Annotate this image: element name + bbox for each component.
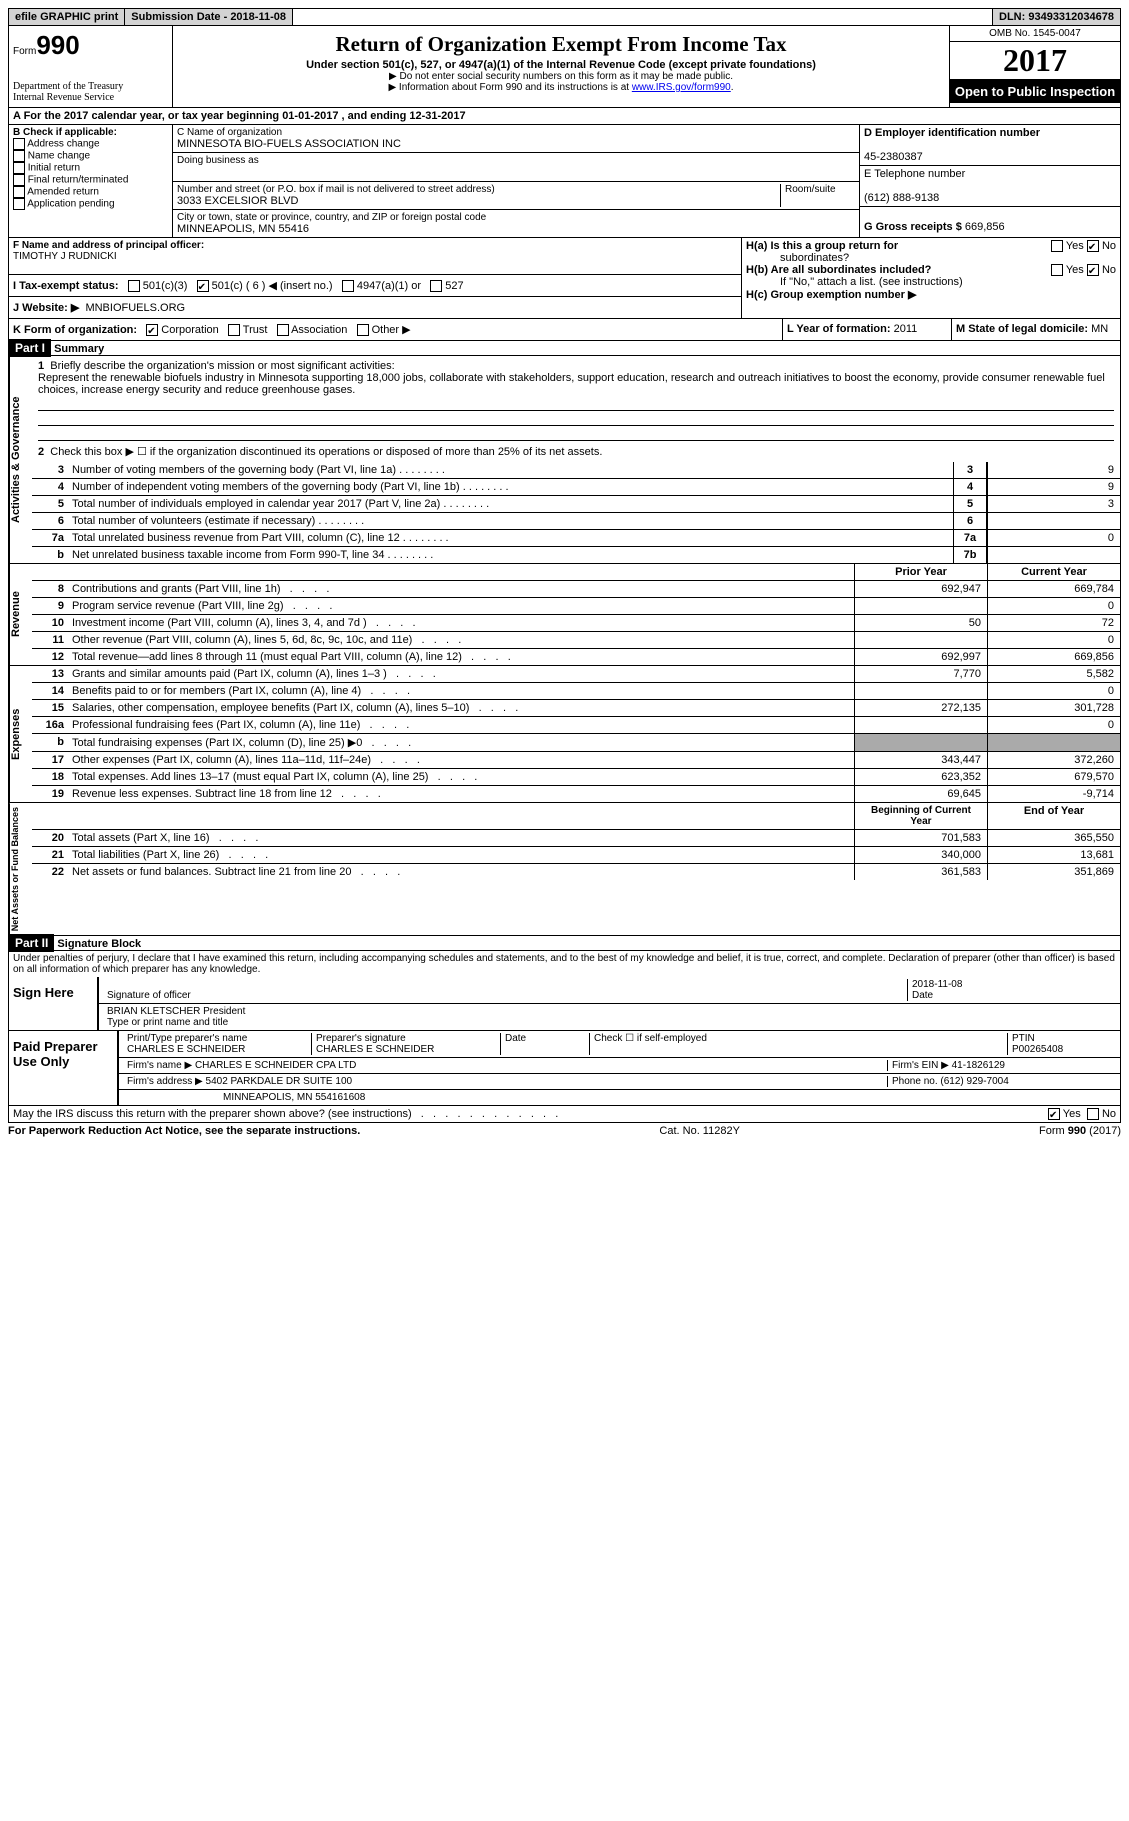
header-right: OMB No. 1545-0047 2017 Open to Public In… [950, 26, 1120, 107]
table-row: 3 Number of voting members of the govern… [32, 462, 1120, 479]
form-header: Form990 Department of the Treasury Inter… [8, 26, 1121, 108]
org-info: B Check if applicable: Address change Na… [8, 125, 1121, 238]
table-row: 8 Contributions and grants (Part VIII, l… [32, 581, 1120, 598]
discuss-row: May the IRS discuss this return with the… [8, 1106, 1121, 1123]
section-klm: K Form of organization: Corporation Trus… [8, 319, 1121, 341]
table-row: 6 Total number of volunteers (estimate i… [32, 513, 1120, 530]
revenue-section: Revenue Prior Year Current Year 8 Contri… [8, 564, 1121, 666]
table-row: 15 Salaries, other compensation, employe… [32, 700, 1120, 717]
sign-here: Sign Here Signature of officer 2018-11-0… [8, 977, 1121, 1031]
submission-date: Submission Date - 2018-11-08 [125, 9, 293, 25]
table-row: b Total fundraising expenses (Part IX, c… [32, 734, 1120, 752]
table-row: 16a Professional fundraising fees (Part … [32, 717, 1120, 734]
footer: For Paperwork Reduction Act Notice, see … [8, 1123, 1121, 1139]
paid-preparer: Paid Preparer Use Only Print/Type prepar… [8, 1031, 1121, 1106]
table-row: 19 Revenue less expenses. Subtract line … [32, 786, 1120, 802]
top-bar: efile GRAPHIC print Submission Date - 20… [8, 8, 1121, 26]
balances-section: Net Assets or Fund Balances Beginning of… [8, 803, 1121, 936]
table-row: 13 Grants and similar amounts paid (Part… [32, 666, 1120, 683]
table-row: 14 Benefits paid to or for members (Part… [32, 683, 1120, 700]
part-ii-header: Part II Signature Block [8, 936, 1121, 951]
section-d: D Employer identification number45-23803… [859, 125, 1120, 237]
vert-label-balances: Net Assets or Fund Balances [9, 803, 32, 935]
header-left: Form990 Department of the Treasury Inter… [9, 26, 173, 107]
table-row: 4 Number of independent voting members o… [32, 479, 1120, 496]
table-row: 11 Other revenue (Part VIII, column (A),… [32, 632, 1120, 649]
section-b: B Check if applicable: Address change Na… [9, 125, 173, 237]
form-title: Return of Organization Exempt From Incom… [177, 32, 945, 57]
dln: DLN: 93493312034678 [993, 9, 1120, 25]
table-row: 5 Total number of individuals employed i… [32, 496, 1120, 513]
table-row: 17 Other expenses (Part IX, column (A), … [32, 752, 1120, 769]
expenses-section: Expenses 13 Grants and similar amounts p… [8, 666, 1121, 803]
efile-label: efile GRAPHIC print [9, 9, 125, 25]
header-center: Return of Organization Exempt From Incom… [173, 26, 950, 107]
table-row: 18 Total expenses. Add lines 13–17 (must… [32, 769, 1120, 786]
table-row: 21 Total liabilities (Part X, line 26) .… [32, 847, 1120, 864]
vert-label-expenses: Expenses [9, 666, 32, 802]
table-row: 9 Program service revenue (Part VIII, li… [32, 598, 1120, 615]
table-row: 22 Net assets or fund balances. Subtract… [32, 864, 1120, 880]
section-a: A For the 2017 calendar year, or tax yea… [8, 108, 1121, 125]
governance-section: Activities & Governance 1 Briefly descri… [8, 356, 1121, 564]
officer-status: F Name and address of principal officer:… [8, 238, 1121, 319]
table-row: 7a Total unrelated business revenue from… [32, 530, 1120, 547]
table-row: 12 Total revenue—add lines 8 through 11 … [32, 649, 1120, 665]
section-c: C Name of organizationMINNESOTA BIO-FUEL… [173, 125, 859, 237]
irs-link[interactable]: www.IRS.gov/form990 [632, 82, 731, 93]
part-i-header: Part I Summary [8, 341, 1121, 356]
table-row: 20 Total assets (Part X, line 16) . . . … [32, 830, 1120, 847]
table-row: b Net unrelated business taxable income … [32, 547, 1120, 563]
perjury-text: Under penalties of perjury, I declare th… [8, 951, 1121, 977]
vert-label-revenue: Revenue [9, 564, 32, 665]
vert-label-governance: Activities & Governance [9, 356, 32, 563]
table-row: 10 Investment income (Part VIII, column … [32, 615, 1120, 632]
